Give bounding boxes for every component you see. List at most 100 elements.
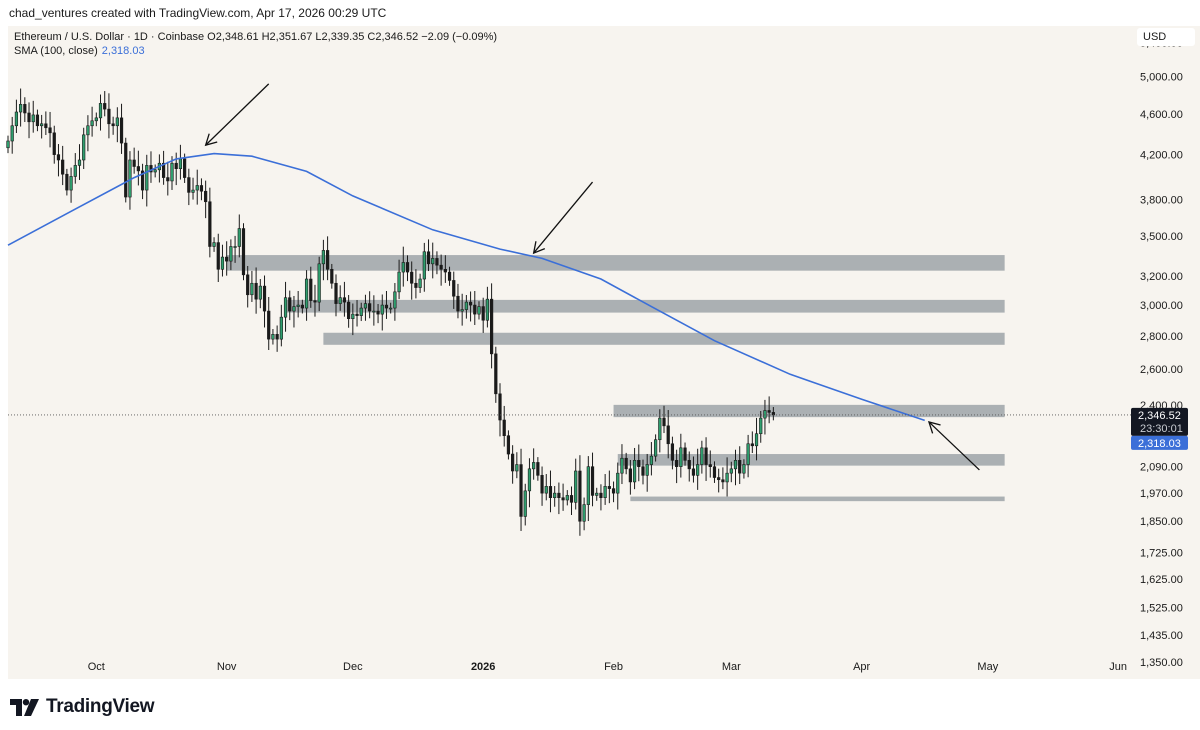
- chart-panel[interactable]: [8, 26, 1135, 679]
- candle-body: [519, 464, 523, 517]
- candle-body: [729, 468, 733, 474]
- candle-body: [389, 307, 393, 310]
- last-price-label: 2,346.52: [1138, 410, 1181, 422]
- candle-body: [140, 170, 145, 191]
- x-tick-label: Feb: [604, 661, 623, 673]
- arrow-annotation-shaft[interactable]: [928, 421, 980, 471]
- tradingview-brand-text: TradingView: [46, 696, 155, 717]
- arrow-annotation-shaft[interactable]: [533, 181, 594, 254]
- candle-body: [435, 258, 439, 266]
- arrow-annotation-shaft[interactable]: [205, 83, 270, 146]
- candle-body: [468, 301, 473, 306]
- candle-body: [111, 123, 115, 127]
- candle-body: [632, 460, 637, 483]
- candle-body: [372, 310, 376, 313]
- candle-body: [557, 492, 561, 499]
- candle-body: [578, 470, 582, 522]
- price-axis-panel[interactable]: [1135, 26, 1200, 679]
- candle-body: [380, 304, 384, 315]
- zone-rect[interactable]: [323, 332, 1005, 345]
- candle-body: [649, 455, 654, 465]
- candle-body: [452, 280, 456, 297]
- x-tick-label: 2026: [471, 661, 495, 673]
- candle-body: [414, 282, 418, 288]
- candle-body: [275, 334, 279, 340]
- zone-rect[interactable]: [226, 255, 1005, 271]
- candle-body: [237, 228, 241, 247]
- candle-body: [61, 159, 65, 175]
- candle-body: [258, 285, 262, 300]
- candle-body: [363, 303, 368, 309]
- y-tick-label: 3,800.00: [1140, 194, 1183, 206]
- footer: [0, 679, 1200, 730]
- candle-body: [426, 251, 431, 265]
- tradingview-logo-icon: [10, 698, 39, 716]
- candle-body: [637, 460, 641, 467]
- candle-body: [296, 304, 300, 307]
- candle-body: [292, 306, 296, 312]
- candle-body: [691, 468, 696, 476]
- candle-body: [561, 497, 565, 501]
- candle-body: [347, 301, 351, 320]
- y-tick-label: 1,970.00: [1140, 488, 1183, 500]
- candle-body: [86, 125, 90, 136]
- candle-body: [645, 464, 649, 476]
- candle-body: [738, 460, 742, 474]
- candle-body: [607, 486, 611, 489]
- candle-body: [611, 488, 616, 494]
- arrow-annotation-head[interactable]: [532, 241, 546, 255]
- candle-body: [338, 297, 342, 304]
- candle-body: [262, 285, 267, 312]
- candle-body: [325, 250, 330, 270]
- candle-body: [216, 242, 220, 270]
- y-tick-label: 3,200.00: [1140, 271, 1183, 283]
- candle-body: [69, 176, 73, 191]
- candle-body: [359, 307, 363, 316]
- candle-body: [161, 162, 166, 178]
- candle-body: [477, 306, 481, 315]
- y-tick-label: 1,350.00: [1140, 657, 1183, 669]
- candle-body: [304, 278, 309, 309]
- zone-rect[interactable]: [630, 496, 1005, 502]
- candle-body: [145, 165, 149, 191]
- arrow-annotation-head[interactable]: [927, 421, 941, 434]
- candle-body: [675, 460, 679, 467]
- currency-selector[interactable]: USD: [1137, 28, 1195, 46]
- candle-body: [166, 177, 170, 182]
- candle-body: [313, 300, 317, 303]
- candle-body: [35, 114, 40, 127]
- candle-body: [532, 462, 536, 470]
- candle-body: [700, 447, 704, 465]
- candle-body: [687, 460, 691, 470]
- candle-body: [40, 123, 44, 127]
- candle-body: [73, 165, 77, 177]
- candle-body: [342, 297, 347, 303]
- candle-body: [750, 443, 754, 447]
- candle-body: [220, 256, 225, 270]
- candle-body: [65, 173, 69, 191]
- candle-body: [271, 334, 275, 340]
- candle-body: [384, 304, 389, 309]
- arrow-annotation-head[interactable]: [204, 133, 218, 147]
- candle-body: [670, 443, 675, 461]
- candle-body: [225, 256, 229, 262]
- candle-body: [397, 271, 401, 293]
- candle-body: [229, 246, 233, 262]
- candle-body: [447, 271, 452, 281]
- candle-body: [603, 486, 607, 499]
- sma-price-badge: [1131, 435, 1188, 450]
- x-tick-label: May: [977, 661, 998, 673]
- zone-rect[interactable]: [617, 454, 1005, 466]
- candle-body: [536, 462, 540, 476]
- candle-body: [733, 460, 738, 470]
- candle-body: [132, 159, 136, 167]
- candle-body: [599, 492, 603, 499]
- candle-body: [317, 263, 321, 303]
- y-tick-label: 1,725.00: [1140, 548, 1183, 560]
- candle-body: [233, 246, 237, 248]
- candle-body: [586, 466, 590, 505]
- candle-body: [309, 278, 313, 301]
- candle-body: [481, 306, 485, 321]
- candle-body: [288, 297, 292, 312]
